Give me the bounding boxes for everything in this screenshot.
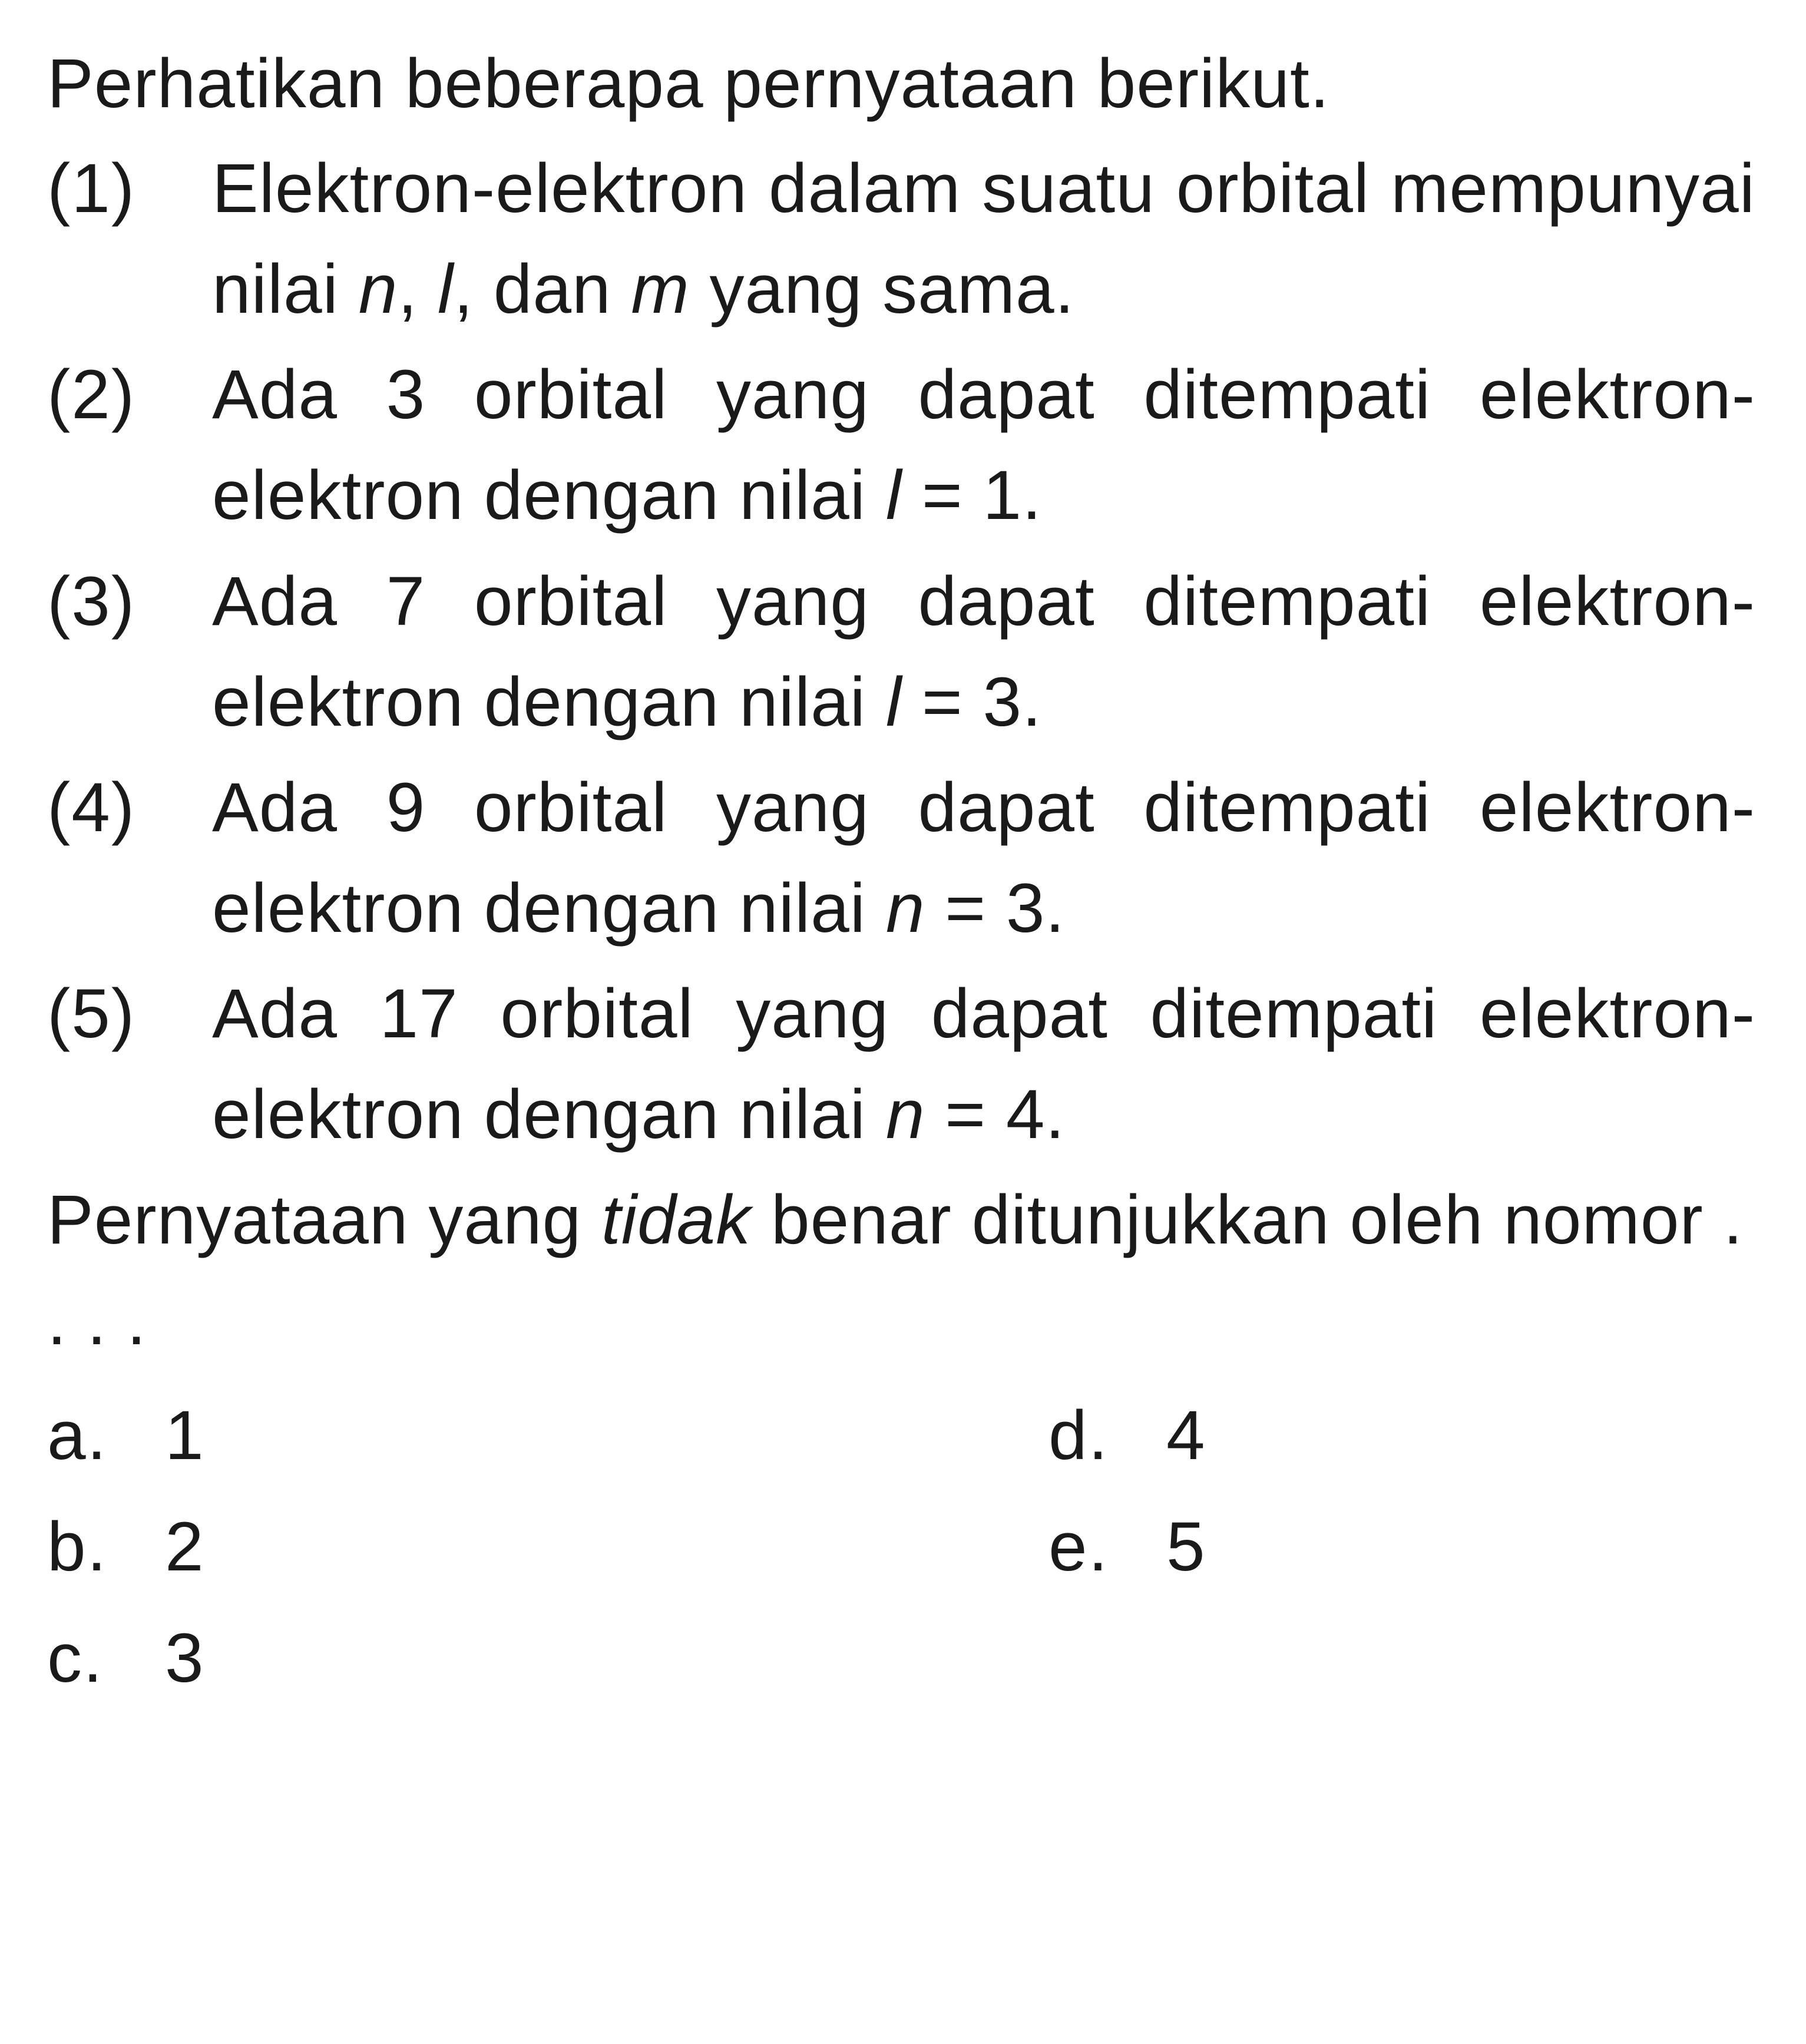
answer-option[interactable]: c.3 (47, 1603, 901, 1714)
italic-variable: m (631, 250, 689, 328)
italic-variable: n (359, 250, 398, 328)
text-fragment: , dan (454, 250, 631, 328)
text-fragment: = 3. (925, 869, 1065, 947)
question-prompt: Pernyataan yang tidak benar ditunjukkan … (47, 1170, 1755, 1371)
option-value: 3 (165, 1603, 901, 1714)
statement-number: (4) (47, 758, 212, 959)
italic-variable: l (886, 457, 902, 534)
option-letter: d. (1048, 1380, 1166, 1491)
statement-number: (3) (47, 551, 212, 753)
answer-option[interactable]: b.2 (47, 1491, 901, 1603)
statement-text: Ada 7 orbital yang dapat ditempati elekt… (212, 551, 1755, 753)
text-fragment: yang sama. (690, 250, 1075, 328)
question-container: Perhatikan beberapa pernyataan berikut. … (47, 35, 1755, 1714)
intro-text: Perhatikan beberapa pernyataan berikut. (47, 35, 1755, 133)
italic-variable: n (886, 869, 925, 947)
statement-text: Ada 3 orbital yang dapat ditempati elekt… (212, 345, 1755, 546)
statement-number: (2) (47, 345, 212, 546)
italic-emphasis: tidak (601, 1181, 751, 1259)
option-value: 5 (1166, 1491, 1755, 1603)
statement-row: (5)Ada 17 orbital yang dapat ditempati e… (47, 964, 1755, 1165)
option-letter: a. (47, 1380, 165, 1491)
statement-text: Elektron-elektron dalam suatu orbital me… (212, 138, 1755, 340)
text-fragment: = 1. (902, 457, 1042, 534)
options-grid: a.1b.2c.3 d.4e.5 (47, 1380, 1755, 1714)
text-fragment: = 4. (925, 1076, 1065, 1153)
italic-variable: l (886, 663, 902, 741)
statements-list: (1)Elektron-elektron dalam suatu orbital… (47, 138, 1755, 1165)
answer-option[interactable]: e.5 (901, 1491, 1755, 1603)
statement-text: Ada 17 orbital yang dapat ditempati elek… (212, 964, 1755, 1165)
option-letter: b. (47, 1491, 165, 1603)
italic-variable: l (438, 250, 454, 328)
option-value: 2 (165, 1491, 901, 1603)
text-fragment: Pernyataan yang (47, 1181, 601, 1259)
option-value: 1 (165, 1380, 901, 1491)
statement-number: (1) (47, 138, 212, 340)
text-fragment: , (398, 250, 438, 328)
statement-row: (4)Ada 9 orbital yang dapat ditempati el… (47, 758, 1755, 959)
italic-variable: n (886, 1076, 925, 1153)
statement-text: Ada 9 orbital yang dapat ditempati elekt… (212, 758, 1755, 959)
statement-row: (1)Elektron-elektron dalam suatu orbital… (47, 138, 1755, 340)
statement-row: (3)Ada 7 orbital yang dapat ditempati el… (47, 551, 1755, 753)
statement-number: (5) (47, 964, 212, 1165)
option-letter: e. (1048, 1491, 1166, 1603)
statement-row: (2)Ada 3 orbital yang dapat ditempati el… (47, 345, 1755, 546)
answer-option[interactable]: a.1 (47, 1380, 901, 1491)
text-fragment: = 3. (902, 663, 1042, 741)
option-value: 4 (1166, 1380, 1755, 1491)
option-letter: c. (47, 1603, 165, 1714)
answer-option[interactable]: d.4 (901, 1380, 1755, 1491)
